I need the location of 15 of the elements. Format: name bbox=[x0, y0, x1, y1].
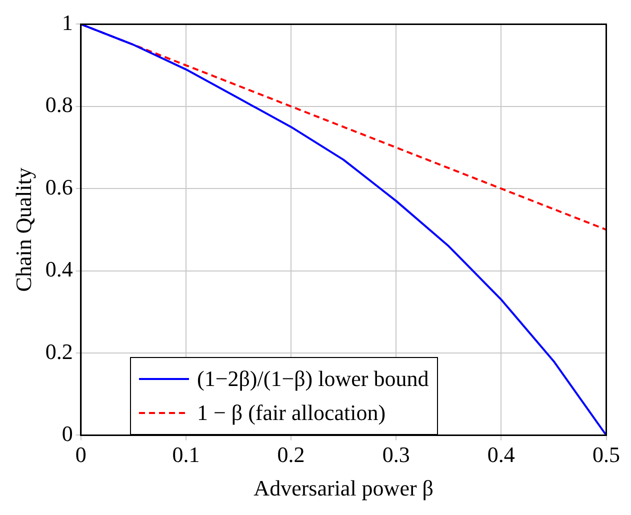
x-tick-label: 0.5 bbox=[592, 442, 620, 468]
legend-label: 1 − β (fair allocation) bbox=[197, 399, 386, 427]
y-tick-label: 0.2 bbox=[45, 338, 73, 364]
y-tick-label: 0 bbox=[62, 420, 73, 446]
y-tick-label: 0.8 bbox=[45, 92, 73, 118]
legend-label: (1−2β)/(1−β) lower bound bbox=[197, 365, 429, 393]
x-tick-label: 0.3 bbox=[382, 442, 410, 468]
x-axis-title: Adversarial power β bbox=[254, 476, 434, 501]
x-tick-label: 0.2 bbox=[277, 442, 305, 468]
x-tick-label: 0.1 bbox=[172, 442, 200, 468]
y-tick-label: 1 bbox=[62, 10, 73, 35]
y-axis-title: Chain Quality bbox=[10, 168, 36, 292]
y-tick-label: 0.6 bbox=[45, 174, 73, 200]
y-tick-label: 0.4 bbox=[45, 256, 73, 282]
x-tick-label: 0.4 bbox=[487, 442, 515, 468]
